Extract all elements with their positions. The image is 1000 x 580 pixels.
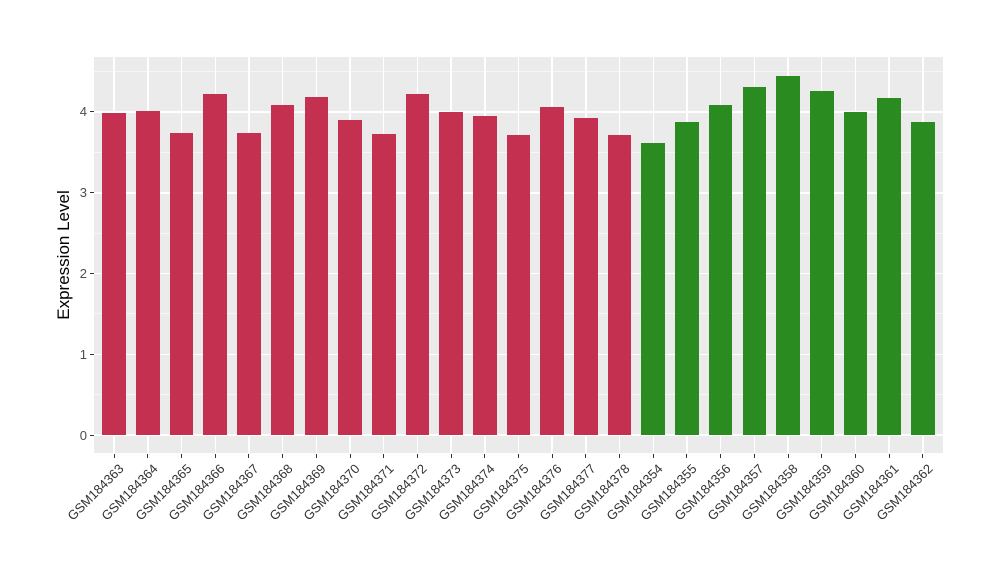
y-tick-3 (89, 192, 94, 194)
bar-GSM184364 (136, 111, 160, 436)
x-tick-GSM184361 (888, 453, 890, 458)
y-axis-title-text: Expression Level (54, 190, 73, 320)
bar-GSM184360 (843, 111, 868, 436)
y-tick-1 (89, 353, 94, 355)
x-tick-GSM184366 (214, 453, 216, 458)
bar-GSM184368 (270, 105, 295, 436)
x-tick-GSM184372 (416, 453, 418, 458)
x-tick-GSM184357 (753, 453, 755, 458)
x-tick-GSM184354 (652, 453, 654, 458)
x-tick-GSM184376 (551, 453, 553, 458)
x-tick-GSM184369 (315, 453, 317, 458)
y-tick-label-1: 1 (79, 346, 87, 362)
x-tick-GSM184362 (922, 453, 924, 458)
x-tick-GSM184356 (720, 453, 722, 458)
y-tick-4 (89, 111, 94, 113)
x-tick-GSM184358 (787, 453, 789, 458)
y-tick-label-3: 3 (79, 185, 87, 201)
x-tick-GSM184364 (147, 453, 149, 458)
bar-GSM184358 (776, 75, 800, 436)
bar-GSM184363 (102, 112, 126, 436)
bar-GSM184359 (809, 90, 834, 436)
x-tick-GSM184368 (282, 453, 284, 458)
x-tick-GSM184375 (518, 453, 519, 458)
bar-GSM184372 (405, 94, 430, 436)
bar-GSM184365 (169, 132, 194, 436)
x-tick-GSM184360 (854, 453, 856, 458)
bar-GSM184355 (675, 121, 699, 436)
bar-GSM184369 (304, 97, 329, 436)
bar-GSM184366 (203, 94, 228, 436)
x-tick-GSM184374 (484, 453, 486, 458)
y-tick-label-0: 0 (79, 427, 87, 443)
y-tick-label-4: 4 (79, 104, 87, 120)
bar-GSM184367 (237, 132, 261, 436)
x-tick-GSM184363 (113, 453, 115, 458)
x-tick-GSM184355 (686, 453, 688, 458)
bar-GSM184361 (877, 98, 901, 436)
x-tick-GSM184373 (450, 453, 452, 458)
bar-GSM184377 (574, 118, 598, 436)
x-tick-GSM184371 (383, 453, 385, 458)
bar-GSM184357 (742, 86, 767, 436)
bar-GSM184362 (910, 122, 935, 436)
bar-GSM184376 (540, 107, 564, 436)
x-tick-GSM184359 (821, 453, 823, 458)
x-tick-GSM184370 (349, 453, 351, 458)
bar-GSM184354 (641, 143, 666, 436)
bar-GSM184378 (607, 134, 632, 436)
x-tick-GSM184377 (585, 453, 587, 458)
bar-GSM184373 (439, 111, 463, 436)
bar-GSM184370 (338, 120, 362, 436)
bar-GSM184374 (473, 115, 497, 436)
x-tick-GSM184365 (181, 453, 183, 458)
y-tick-0 (89, 434, 94, 436)
y-tick-2 (89, 273, 94, 275)
bar-GSM184356 (708, 104, 733, 436)
x-tick-GSM184378 (619, 453, 621, 458)
bar-GSM184371 (371, 133, 396, 436)
bar-GSM184375 (506, 134, 531, 436)
x-tick-GSM184367 (248, 453, 250, 458)
y-tick-label-2: 2 (79, 266, 87, 282)
